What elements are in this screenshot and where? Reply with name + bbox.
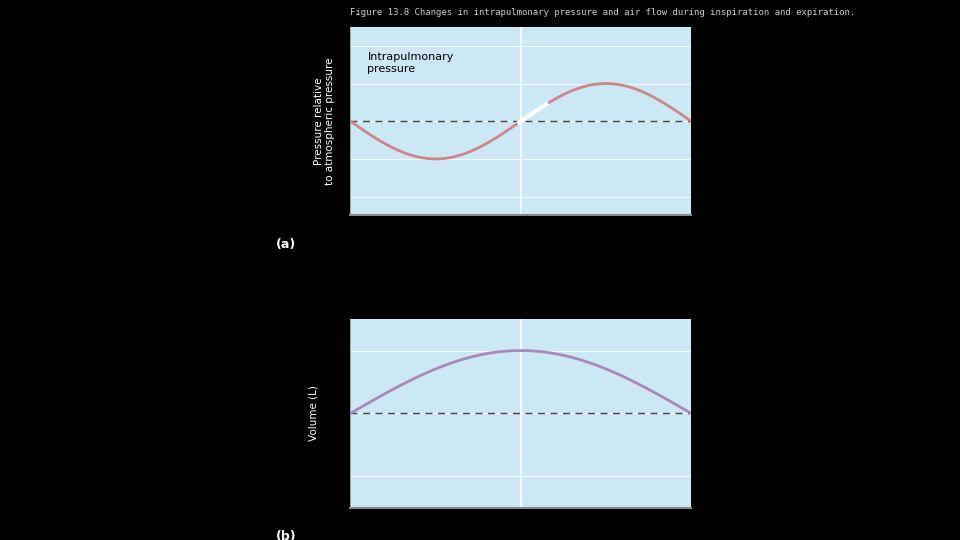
Text: Inspiration: Inspiration xyxy=(397,12,473,25)
Y-axis label: Volume (L): Volume (L) xyxy=(309,386,319,441)
Text: Volume of
breath: Volume of breath xyxy=(444,289,516,317)
Text: (a): (a) xyxy=(276,238,296,251)
Text: Expiration: Expiration xyxy=(570,12,642,25)
Y-axis label: Pressure relative
to atmospheric pressure: Pressure relative to atmospheric pressur… xyxy=(314,57,335,185)
Text: Intrapulmonary
pressure: Intrapulmonary pressure xyxy=(368,52,454,73)
Text: Figure 13.8 Changes in intrapulmonary pressure and air flow during inspiration a: Figure 13.8 Changes in intrapulmonary pr… xyxy=(350,8,855,17)
Text: (b): (b) xyxy=(276,530,296,540)
